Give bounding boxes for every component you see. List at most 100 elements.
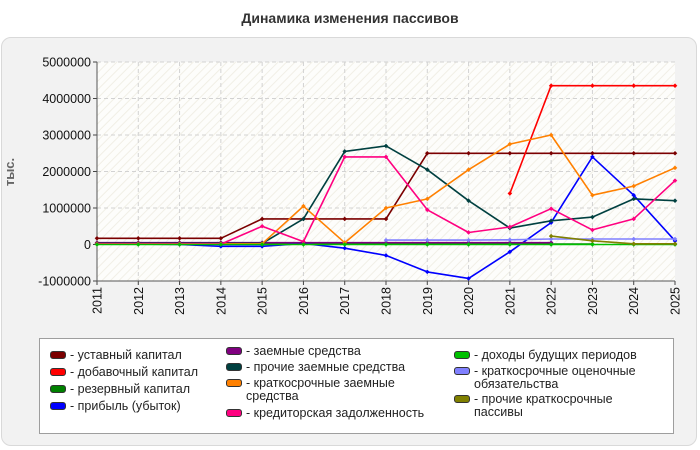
legend-item: - заемные средства <box>226 345 431 358</box>
data-point <box>342 149 348 154</box>
data-point <box>466 167 471 172</box>
data-point <box>424 167 430 172</box>
data-point <box>94 235 100 241</box>
series-9 <box>383 236 678 243</box>
y-tick-label: 5000000 <box>42 56 91 70</box>
data-point <box>507 237 513 243</box>
legend-item: - резервный капитал <box>50 383 210 396</box>
legend-label: - прочие заемные средства <box>246 360 406 374</box>
legend-item: - прибыль (убыток) <box>50 400 210 413</box>
series-line <box>386 238 675 241</box>
data-point <box>631 236 637 242</box>
data-point <box>548 233 554 239</box>
data-point <box>383 242 389 247</box>
data-point <box>135 242 141 247</box>
x-tick-label: 2013 <box>173 287 187 315</box>
data-point <box>672 165 678 171</box>
legend: - уставный капитал - добавочный капитал - … <box>39 338 674 434</box>
legend-swatch <box>454 395 470 403</box>
x-tick-label: 2015 <box>256 287 270 315</box>
legend-item: - уставный капитал <box>50 349 210 362</box>
legend-item: - краткосрочные оценочные обязательства <box>454 365 664 391</box>
data-point <box>466 150 471 156</box>
data-point <box>424 237 430 243</box>
data-point <box>590 154 595 160</box>
legend-swatch <box>454 351 470 359</box>
x-tick-label: 2020 <box>462 287 476 315</box>
data-point <box>672 241 678 247</box>
legend-label: - краткосрочные оценочные обязательства <box>474 364 636 391</box>
data-point <box>548 132 554 138</box>
data-point <box>590 242 595 247</box>
data-point <box>466 230 471 235</box>
data-point <box>631 192 637 198</box>
data-point <box>507 141 513 147</box>
data-point <box>259 223 265 229</box>
data-point <box>259 216 265 222</box>
y-tick-label: 4000000 <box>42 92 91 106</box>
data-point <box>548 150 554 156</box>
data-point <box>548 83 554 89</box>
series-1 <box>507 83 678 196</box>
data-point <box>507 191 513 196</box>
data-point <box>342 154 348 160</box>
data-point <box>218 235 224 241</box>
data-point <box>383 216 389 222</box>
data-point <box>548 236 554 242</box>
data-point <box>424 269 430 275</box>
data-point <box>631 183 637 189</box>
data-point <box>383 205 389 211</box>
legend-item: - прочие заемные средства <box>226 361 431 374</box>
x-tick-label: 2019 <box>421 287 435 315</box>
data-point <box>507 224 513 230</box>
data-point <box>177 242 182 247</box>
legend-swatch <box>50 402 66 410</box>
data-point <box>672 83 678 89</box>
data-point <box>301 203 306 209</box>
data-point <box>672 198 678 203</box>
series-8 <box>94 242 678 247</box>
y-tick-label: 1000000 <box>42 202 91 216</box>
series-10 <box>548 233 678 247</box>
x-tick-label: 2016 <box>297 287 311 315</box>
data-point <box>342 242 348 247</box>
x-tick-label: 2011 <box>91 287 105 314</box>
legend-label: - кредиторская задолженность <box>246 406 425 420</box>
data-point <box>590 83 595 89</box>
data-point <box>466 198 471 203</box>
legend-swatch <box>50 368 66 376</box>
legend-label: - прибыль (убыток) <box>70 399 181 413</box>
data-point <box>548 218 554 224</box>
legend-label: - уставный капитал <box>70 348 182 362</box>
x-tick-label: 2025 <box>669 287 683 315</box>
legend-item: - добавочный капитал <box>50 366 210 379</box>
data-point <box>259 242 265 247</box>
data-point <box>590 238 595 244</box>
data-point <box>631 83 637 89</box>
data-point <box>94 242 100 247</box>
legend-label: - добавочный капитал <box>70 365 199 379</box>
data-point <box>548 242 554 247</box>
data-point <box>424 150 430 156</box>
data-point <box>590 192 595 198</box>
legend-swatch <box>226 363 242 371</box>
x-tick-label: 2012 <box>132 287 146 315</box>
data-point <box>342 216 348 222</box>
data-point <box>301 242 306 247</box>
data-point <box>631 216 637 222</box>
data-point <box>590 214 595 220</box>
data-point <box>383 143 389 149</box>
y-tick-label: 2000000 <box>42 165 91 179</box>
x-tick-label: 2024 <box>627 287 641 315</box>
legend-label: - прочие краткосрочные пассивы <box>474 392 613 419</box>
x-tick-label: 2014 <box>214 287 228 315</box>
data-point <box>466 237 471 243</box>
x-tick-label: 2021 <box>503 287 517 315</box>
data-point <box>424 242 430 247</box>
legend-label: - резервный капитал <box>70 382 191 396</box>
data-point <box>301 216 306 222</box>
data-point <box>631 241 637 247</box>
y-tick-label: 3000000 <box>42 129 91 143</box>
y-tick-label: 0 <box>84 238 91 252</box>
y-axis-label: тыс. <box>2 158 17 186</box>
